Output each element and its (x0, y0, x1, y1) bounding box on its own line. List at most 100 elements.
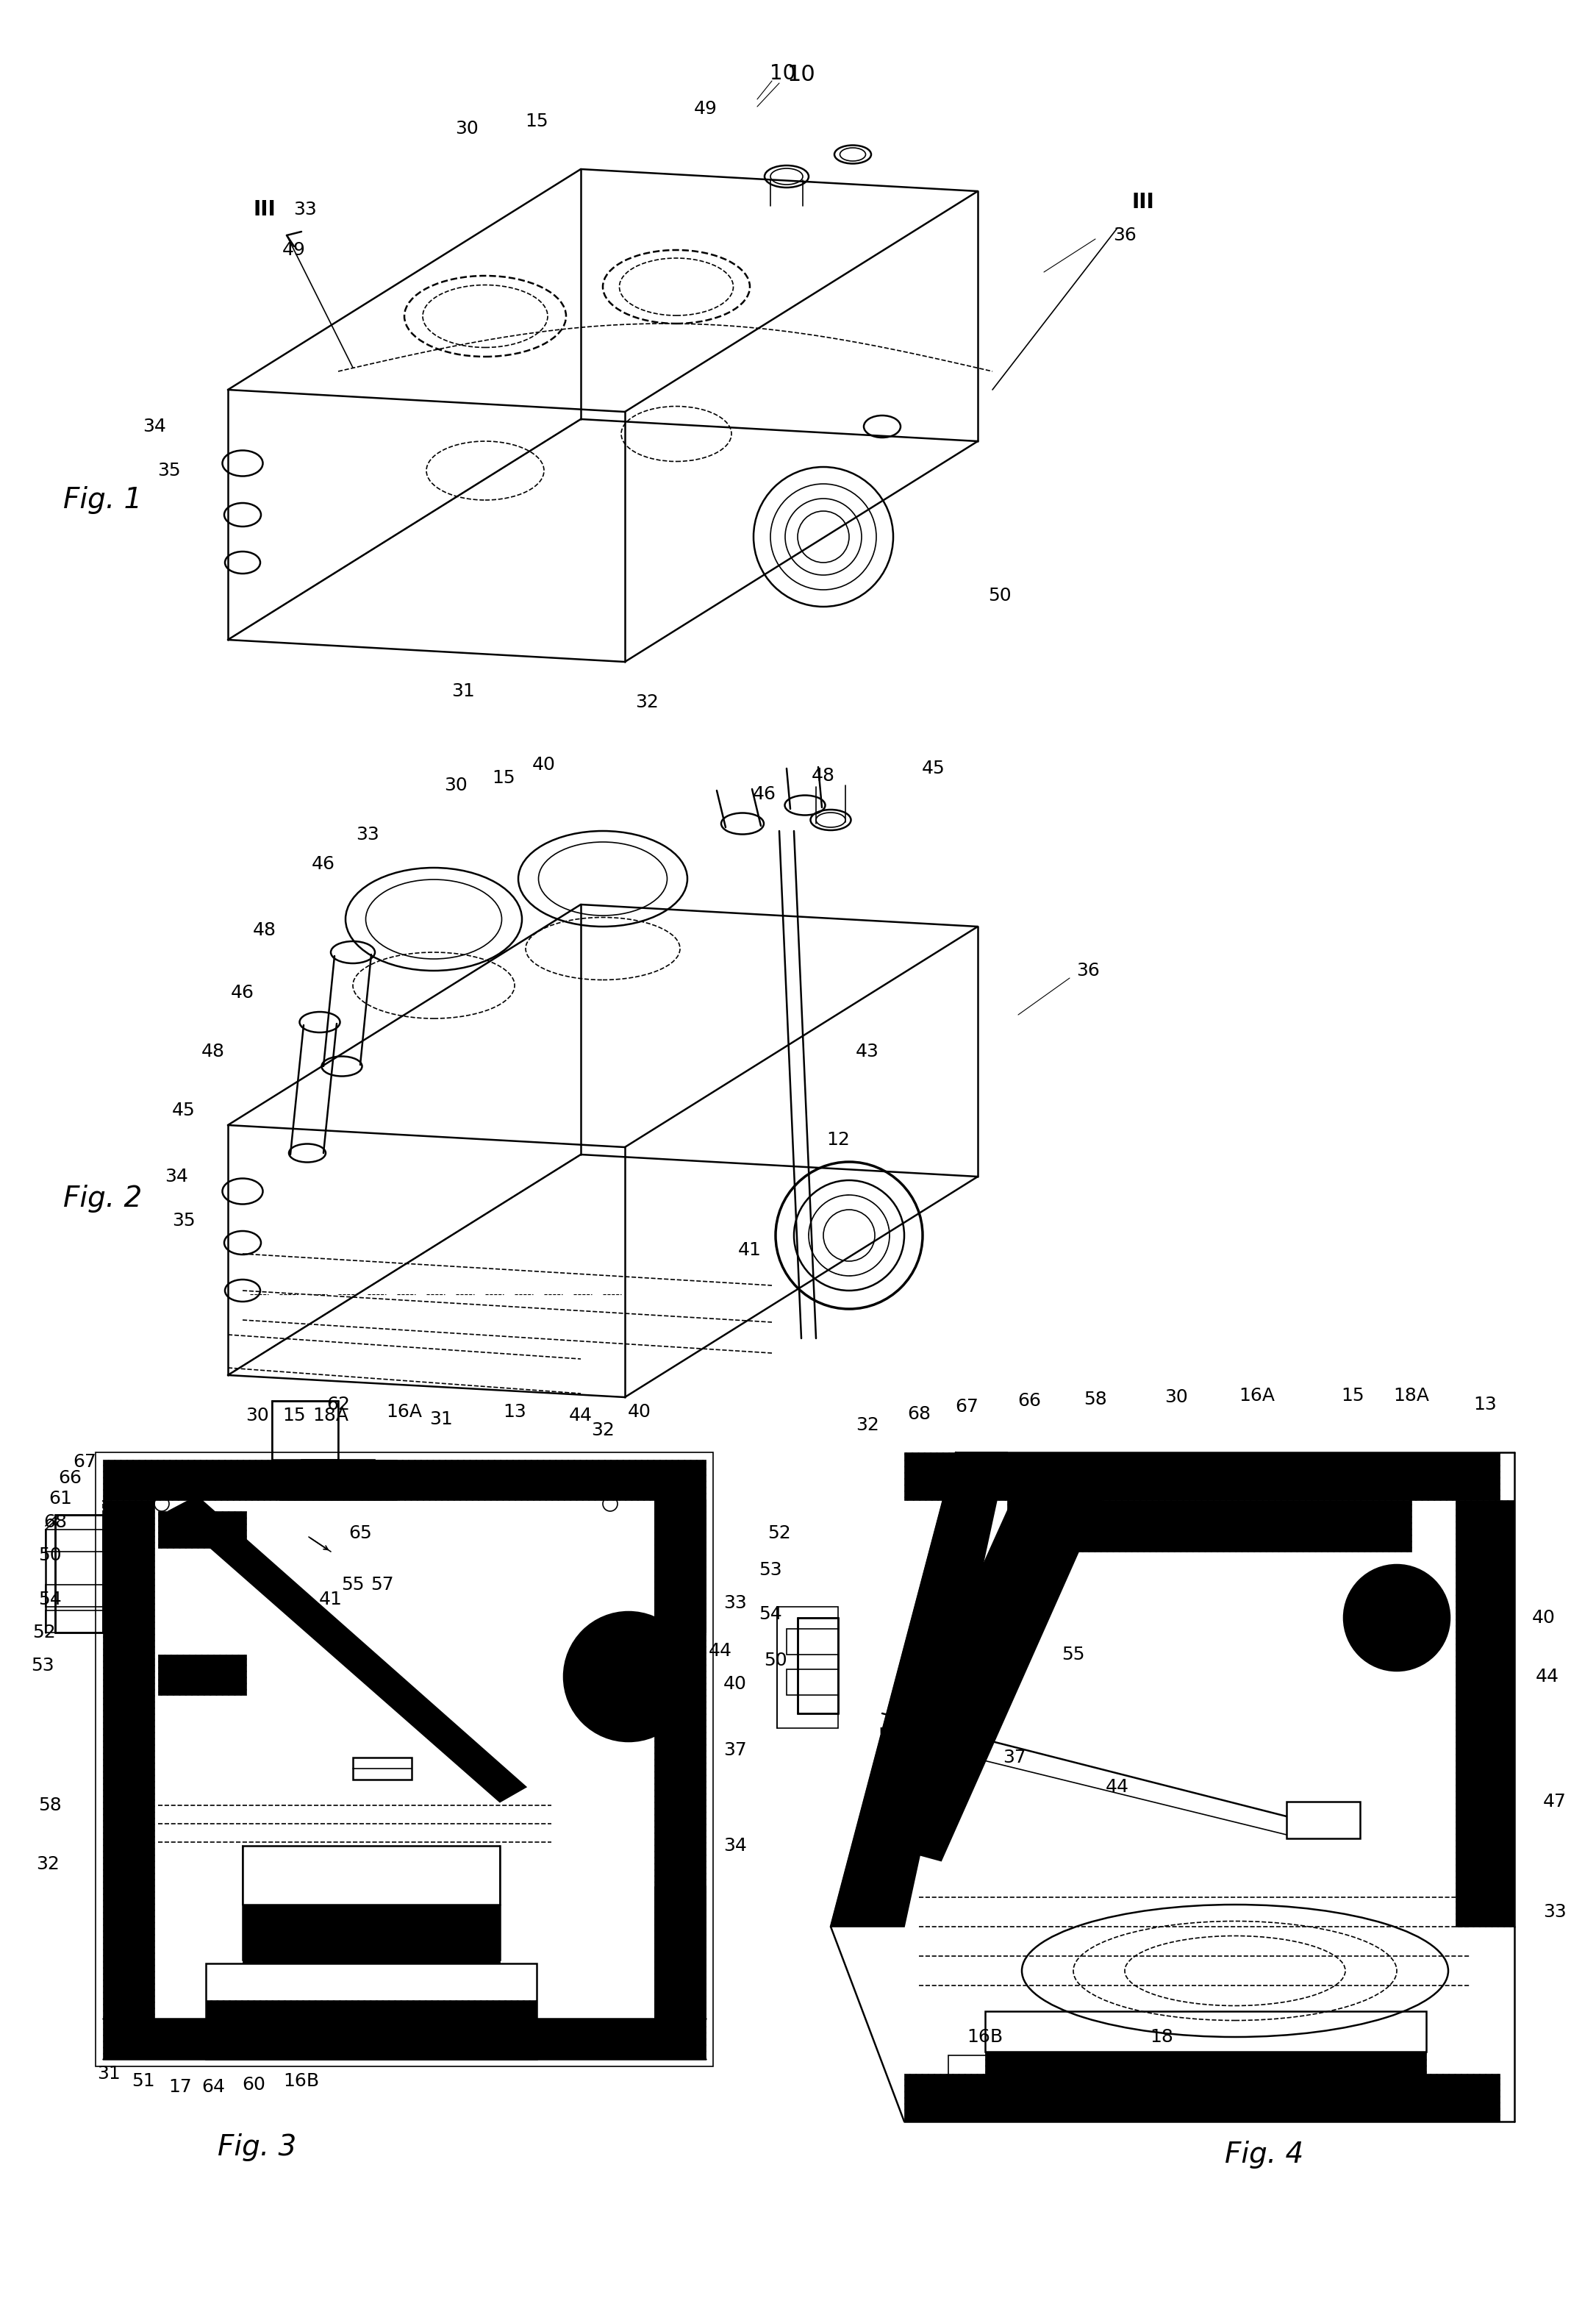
Text: 16B: 16B (284, 2072, 319, 2090)
Text: 64: 64 (201, 2078, 225, 2095)
Text: 44: 44 (1106, 1778, 1130, 1796)
Text: 15: 15 (1341, 1387, 1365, 1406)
Text: 48: 48 (252, 922, 276, 939)
Text: 67: 67 (73, 1452, 96, 1470)
Bar (1456, 1500, 1515, 1926)
Text: 65: 65 (348, 1524, 372, 1542)
Bar (140, 2037, 184, 2060)
Text: 55: 55 (1061, 1646, 1085, 1662)
Text: 30: 30 (444, 777, 468, 795)
Polygon shape (169, 1496, 525, 1801)
Bar (905, 1452, 1500, 1500)
Text: 46: 46 (311, 855, 335, 874)
Text: 46: 46 (753, 786, 776, 802)
Bar (787, 1669, 838, 1695)
Bar (271, 1401, 338, 1459)
Bar (158, 1655, 246, 1695)
Text: 52: 52 (32, 1623, 56, 1642)
Text: 60: 60 (243, 2076, 265, 2095)
Text: 66: 66 (57, 1468, 81, 1487)
Bar (102, 1459, 705, 1500)
Text: 44: 44 (1535, 1667, 1559, 1685)
Text: 32: 32 (591, 1422, 614, 1438)
Bar (1286, 1801, 1360, 1838)
Text: 18A: 18A (313, 1406, 350, 1424)
Text: 49: 49 (282, 240, 306, 259)
Polygon shape (860, 1463, 1117, 1861)
Text: 32: 32 (37, 1854, 59, 1873)
Bar (46, 1584, 102, 1607)
Text: 66: 66 (1017, 1392, 1041, 1410)
Bar (777, 1607, 838, 1727)
Text: 30: 30 (1165, 1390, 1187, 1406)
Bar (302, 1459, 375, 1489)
Bar (102, 1500, 155, 2018)
Text: 30: 30 (455, 120, 479, 136)
Bar (243, 1845, 500, 1961)
Text: 53: 53 (30, 1658, 54, 1674)
Text: 15: 15 (492, 770, 516, 786)
Text: 44: 44 (570, 1406, 592, 1424)
Bar (654, 1887, 705, 2018)
Text: 31: 31 (922, 2102, 945, 2120)
Bar (279, 1459, 397, 1500)
Text: 10: 10 (769, 62, 796, 83)
Text: 33: 33 (723, 1595, 747, 1611)
Text: 48: 48 (812, 768, 835, 784)
Text: III: III (1132, 192, 1154, 213)
Bar (948, 2055, 993, 2088)
Bar (102, 2018, 705, 2060)
Text: 45: 45 (172, 1101, 195, 1119)
Text: 54: 54 (758, 1605, 782, 1623)
Text: 33: 33 (1543, 1903, 1567, 1921)
Text: 40: 40 (627, 1403, 651, 1422)
Text: 30: 30 (246, 1406, 270, 1424)
Text: 34: 34 (142, 418, 166, 435)
Text: 18: 18 (1149, 2028, 1173, 2046)
Bar (787, 1630, 838, 1655)
Text: 31: 31 (452, 682, 476, 701)
Bar (192, 2037, 220, 2060)
Bar (46, 1531, 102, 1551)
Text: 41: 41 (737, 1242, 761, 1260)
Text: 12: 12 (827, 1131, 849, 1149)
Text: 15: 15 (282, 1406, 306, 1424)
Bar (798, 1618, 838, 1713)
Text: Fig. 3: Fig. 3 (219, 2134, 297, 2162)
Bar (905, 2074, 1500, 2122)
Text: Fig. 4: Fig. 4 (1226, 2141, 1304, 2169)
Text: 50: 50 (38, 1547, 62, 1565)
Text: 45: 45 (922, 761, 945, 777)
Text: 18: 18 (303, 1947, 329, 1968)
Text: 10: 10 (787, 65, 816, 86)
Text: 46: 46 (231, 985, 254, 1001)
Text: Fig. 1: Fig. 1 (64, 486, 142, 513)
Bar (46, 1611, 102, 1632)
Text: 37: 37 (1002, 1748, 1026, 1766)
Text: 48: 48 (201, 1043, 225, 1061)
Text: 32: 32 (855, 1417, 879, 1433)
Text: 68: 68 (43, 1514, 67, 1531)
Text: 47: 47 (1543, 1792, 1567, 1810)
Text: 34: 34 (723, 1838, 747, 1854)
Text: 16A: 16A (386, 1403, 423, 1422)
Text: 33: 33 (294, 201, 316, 217)
Text: 36: 36 (1076, 962, 1100, 980)
Text: 33: 33 (356, 825, 380, 844)
Text: 17: 17 (169, 2078, 192, 2095)
Bar (1007, 1500, 1411, 1551)
Text: 36: 36 (1112, 227, 1136, 245)
Text: 54: 54 (38, 1591, 62, 1609)
Text: 18A: 18A (1393, 1387, 1430, 1406)
Bar (96, 1452, 713, 2067)
Text: 50: 50 (988, 587, 1012, 603)
Text: 68: 68 (907, 1406, 930, 1422)
Circle shape (563, 1611, 693, 1741)
Text: III: III (254, 199, 276, 220)
Text: 58: 58 (1084, 1390, 1108, 1408)
Text: 37: 37 (723, 1741, 747, 1759)
Text: 34: 34 (164, 1168, 188, 1186)
Text: 55: 55 (342, 1577, 364, 1593)
Text: 62: 62 (327, 1396, 350, 1413)
Text: 44: 44 (709, 1642, 733, 1660)
